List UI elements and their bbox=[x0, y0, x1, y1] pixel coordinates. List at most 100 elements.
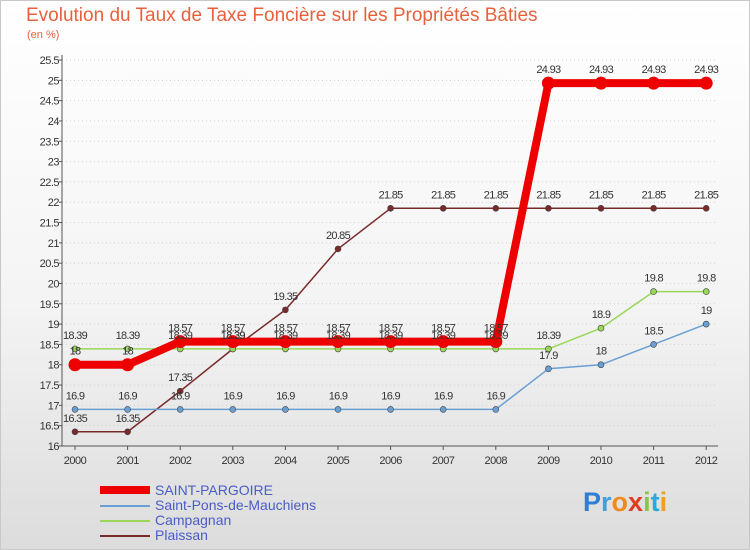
y-axis-unit: (en %) bbox=[27, 29, 60, 41]
data-point-campagnan bbox=[124, 345, 131, 353]
data-label-saint-pargoire: 18 bbox=[122, 346, 133, 358]
data-point-saint-pons-de-mauchiens bbox=[176, 406, 184, 413]
data-label-campagnan: 18.39 bbox=[63, 330, 88, 342]
data-point-saint-pargoire bbox=[699, 76, 713, 90]
data-label-saint-pargoire: 24.93 bbox=[589, 64, 614, 76]
data-label-plaissan: 16.35 bbox=[63, 413, 88, 425]
data-point-saint-pons-de-mauchiens bbox=[387, 406, 394, 413]
data-label-saint-pargoire: 24.93 bbox=[642, 64, 667, 76]
y-tick-label: 18 bbox=[48, 360, 60, 372]
x-tick-label: 2000 bbox=[64, 455, 87, 467]
data-label-campagnan: 18.39 bbox=[116, 330, 141, 342]
data-point-saint-pargoire bbox=[541, 76, 555, 90]
data-point-plaissan bbox=[545, 205, 552, 212]
data-label-plaissan: 21.85 bbox=[379, 189, 404, 201]
data-point-saint-pargoire bbox=[226, 335, 240, 349]
data-point-plaissan bbox=[439, 205, 447, 212]
y-tick-label: 25 bbox=[48, 75, 60, 87]
data-label-campagnan: 18.39 bbox=[168, 330, 193, 342]
data-label-saint-pargoire: 24.93 bbox=[536, 64, 561, 76]
data-label-plaissan: 21.85 bbox=[694, 189, 719, 201]
data-label-saint-pargoire: 24.93 bbox=[694, 64, 719, 76]
data-point-plaissan bbox=[71, 428, 79, 436]
x-tick-label: 2006 bbox=[379, 455, 402, 467]
data-label-saint-pons-de-mauchiens: 16.9 bbox=[171, 390, 190, 402]
data-label-campagnan: 18.39 bbox=[484, 330, 509, 342]
data-point-campagnan bbox=[650, 288, 657, 295]
logo-letter: i bbox=[659, 487, 668, 517]
data-point-saint-pargoire bbox=[331, 335, 345, 349]
legend-label-plaissan: Plaissan bbox=[155, 527, 208, 543]
data-point-plaissan bbox=[650, 205, 657, 212]
data-point-saint-pargoire bbox=[384, 335, 398, 349]
data-label-campagnan: 18.39 bbox=[273, 330, 298, 342]
y-tick-label: 20 bbox=[48, 278, 60, 290]
data-label-campagnan: 18.9 bbox=[592, 309, 611, 321]
data-label-plaissan: 19.35 bbox=[273, 291, 298, 303]
data-point-saint-pons-de-mauchiens bbox=[597, 361, 605, 369]
data-point-saint-pons-de-mauchiens bbox=[545, 365, 552, 373]
data-label-saint-pargoire: 18.57 bbox=[431, 323, 456, 335]
data-point-saint-pons-de-mauchiens bbox=[650, 341, 657, 348]
data-label-saint-pons-de-mauchiens: 16.9 bbox=[223, 390, 242, 402]
data-point-saint-pons-de-mauchiens bbox=[71, 406, 79, 413]
y-tick-label: 21 bbox=[48, 238, 60, 250]
x-tick-label: 2011 bbox=[643, 455, 665, 467]
y-tick-label: 21.5 bbox=[40, 218, 60, 230]
data-label-saint-pons-de-mauchiens: 19 bbox=[701, 305, 712, 317]
data-label-campagnan: 19.8 bbox=[697, 273, 716, 285]
data-label-campagnan: 18.39 bbox=[326, 330, 351, 342]
data-label-saint-pons-de-mauchiens: 16.9 bbox=[66, 390, 85, 402]
x-tick-label: 2004 bbox=[274, 455, 297, 467]
data-point-saint-pargoire bbox=[647, 76, 661, 90]
logo-letter: i bbox=[643, 487, 651, 517]
data-point-plaissan bbox=[492, 205, 500, 212]
y-tick-label: 24 bbox=[48, 116, 60, 128]
data-label-plaissan: 20.85 bbox=[326, 230, 351, 242]
data-label-plaissan: 21.85 bbox=[536, 189, 561, 201]
data-label-saint-pons-de-mauchiens: 18 bbox=[596, 346, 607, 358]
legend-swatch-saint-pargoire bbox=[100, 486, 150, 494]
data-point-saint-pons-de-mauchiens bbox=[702, 320, 710, 328]
data-point-plaissan bbox=[124, 428, 131, 436]
proxiti-logo: Proxiti bbox=[583, 487, 667, 518]
logo-letter: x bbox=[628, 487, 644, 517]
y-tick-label: 23 bbox=[48, 157, 60, 169]
x-tick-label: 2005 bbox=[327, 455, 350, 467]
data-label-saint-pons-de-mauchiens: 18.5 bbox=[644, 325, 663, 337]
logo-letter: o bbox=[611, 487, 629, 517]
data-point-saint-pargoire bbox=[489, 335, 503, 349]
data-label-plaissan: 21.85 bbox=[431, 189, 456, 201]
x-tick-label: 2010 bbox=[590, 455, 613, 467]
data-label-campagnan: 18.39 bbox=[221, 330, 246, 342]
data-label-campagnan: 19.8 bbox=[644, 273, 663, 285]
data-point-plaissan bbox=[597, 205, 605, 212]
x-tick-label: 2001 bbox=[116, 455, 139, 467]
y-tick-label: 23.5 bbox=[40, 136, 60, 148]
data-label-saint-pons-de-mauchiens: 17.9 bbox=[539, 350, 558, 362]
legend-swatch-plaissan bbox=[100, 535, 150, 537]
data-label-saint-pargoire: 18.57 bbox=[484, 323, 509, 335]
data-label-plaissan: 17.35 bbox=[168, 372, 193, 384]
x-tick-label: 2003 bbox=[222, 455, 245, 467]
data-label-saint-pons-de-mauchiens: 16.9 bbox=[434, 390, 453, 402]
y-tick-label: 19 bbox=[48, 319, 60, 331]
data-point-saint-pargoire bbox=[436, 335, 450, 349]
x-tick-label: 2009 bbox=[537, 455, 560, 467]
data-point-plaissan bbox=[176, 387, 184, 395]
data-point-plaissan bbox=[334, 245, 342, 253]
data-point-saint-pargoire bbox=[68, 358, 82, 372]
x-tick-label: 2002 bbox=[169, 455, 192, 467]
y-tick-label: 16 bbox=[48, 441, 60, 453]
data-label-saint-pargoire: 18.57 bbox=[221, 323, 246, 335]
legend-swatch-saint-pons bbox=[100, 505, 150, 507]
data-point-campagnan bbox=[545, 345, 552, 353]
y-tick-label: 17.5 bbox=[40, 380, 60, 392]
y-tick-label: 16.5 bbox=[40, 421, 60, 433]
data-point-saint-pargoire bbox=[594, 76, 608, 90]
data-label-plaissan: 16.35 bbox=[116, 413, 141, 425]
logo-letter: r bbox=[601, 487, 612, 517]
line-chart: 16 16.5 17 17.5 18 18.5 19 19.5 20 20.5 21 21.5 22 22… bbox=[40, 55, 719, 467]
data-point-plaissan bbox=[387, 205, 394, 212]
